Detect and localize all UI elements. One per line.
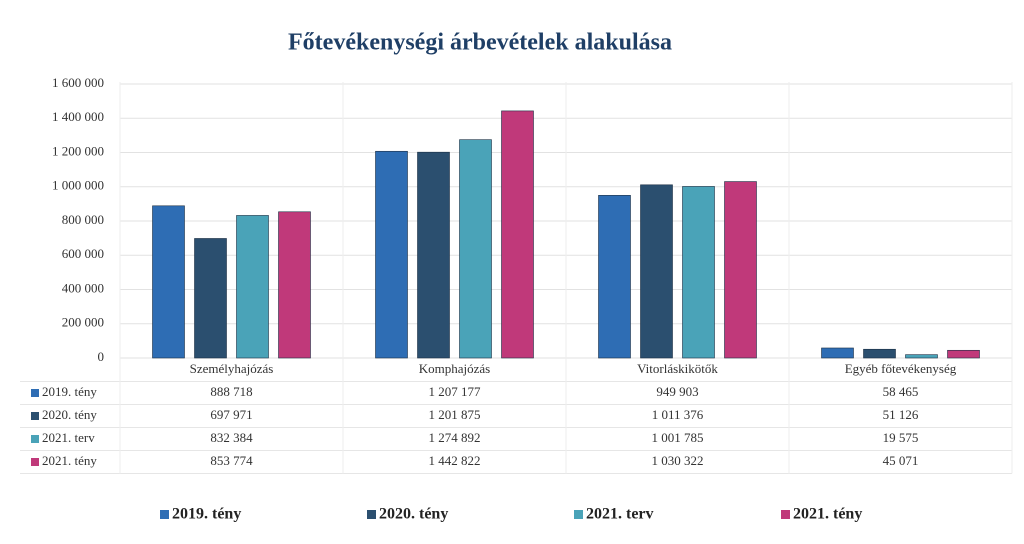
x-tick-label: Egyéb főtevékenység: [845, 361, 957, 376]
y-tick-label: 1 000 000: [52, 178, 104, 193]
bar: [821, 347, 854, 359]
y-tick-label: 0: [98, 349, 105, 364]
table-cell: 832 384: [210, 430, 253, 445]
table-cell: 19 575: [883, 430, 919, 445]
table-cell: 1 011 376: [652, 407, 704, 422]
table-cell: 1 207 177: [429, 384, 482, 399]
table-cell: 853 774: [210, 453, 253, 468]
legend-key: [367, 510, 376, 519]
table-key: [31, 389, 39, 397]
bar: [863, 348, 896, 359]
y-tick-label: 1 200 000: [52, 143, 104, 158]
table-row-label: 2021. terv: [42, 430, 95, 445]
table-key: [31, 458, 39, 466]
bar: [152, 205, 185, 359]
bar: [501, 110, 534, 359]
y-tick-label: 400 000: [62, 280, 104, 295]
legend-key: [160, 510, 169, 519]
bar: [278, 211, 311, 359]
table-row-label: 2019. tény: [42, 384, 97, 399]
table-cell: 888 718: [210, 384, 252, 399]
table-key: [31, 435, 39, 443]
bar: [905, 354, 938, 359]
table-cell: 1 030 322: [652, 453, 704, 468]
chart-title: Főtevékenységi árbevételek alakulása: [288, 30, 672, 56]
table-cell: 45 071: [883, 453, 919, 468]
bar: [417, 151, 450, 359]
table-row-label: 2021. tény: [42, 453, 97, 468]
y-tick-label: 200 000: [62, 315, 104, 330]
y-tick-label: 800 000: [62, 212, 104, 227]
bar: [194, 238, 227, 359]
legend-label: 2020. tény: [379, 506, 448, 523]
x-tick-label: Komphajózás: [419, 361, 490, 376]
y-tick-label: 1 400 000: [52, 109, 104, 124]
x-tick-label: Személyhajózás: [190, 361, 274, 376]
table-key: [31, 412, 39, 420]
bar: [598, 195, 631, 359]
table-cell: 1 001 785: [652, 430, 704, 445]
table-cell: 51 126: [883, 407, 919, 422]
table-row-label: 2020. tény: [42, 407, 97, 422]
table-cell: 1 442 822: [429, 453, 481, 468]
legend-key: [781, 510, 790, 519]
table-cell: 949 903: [656, 384, 698, 399]
y-tick-label: 600 000: [62, 246, 104, 261]
legend-key: [574, 510, 583, 519]
bar: [375, 150, 408, 359]
bar: [947, 349, 980, 359]
y-tick-label: 1 600 000: [52, 75, 104, 90]
bar: [236, 215, 269, 359]
table-cell: 697 971: [210, 407, 252, 422]
legend-label: 2021. tény: [793, 506, 862, 523]
bar: [724, 181, 757, 359]
bar: [640, 184, 673, 359]
legend-label: 2021. terv: [586, 506, 654, 523]
x-tick-label: Vitorláskikötők: [637, 361, 718, 376]
bar: [682, 186, 715, 359]
table-cell: 1 274 892: [429, 430, 481, 445]
table-cell: 58 465: [883, 384, 919, 399]
bar: [459, 139, 492, 359]
table-cell: 1 201 875: [429, 407, 481, 422]
legend-label: 2019. tény: [172, 506, 241, 523]
